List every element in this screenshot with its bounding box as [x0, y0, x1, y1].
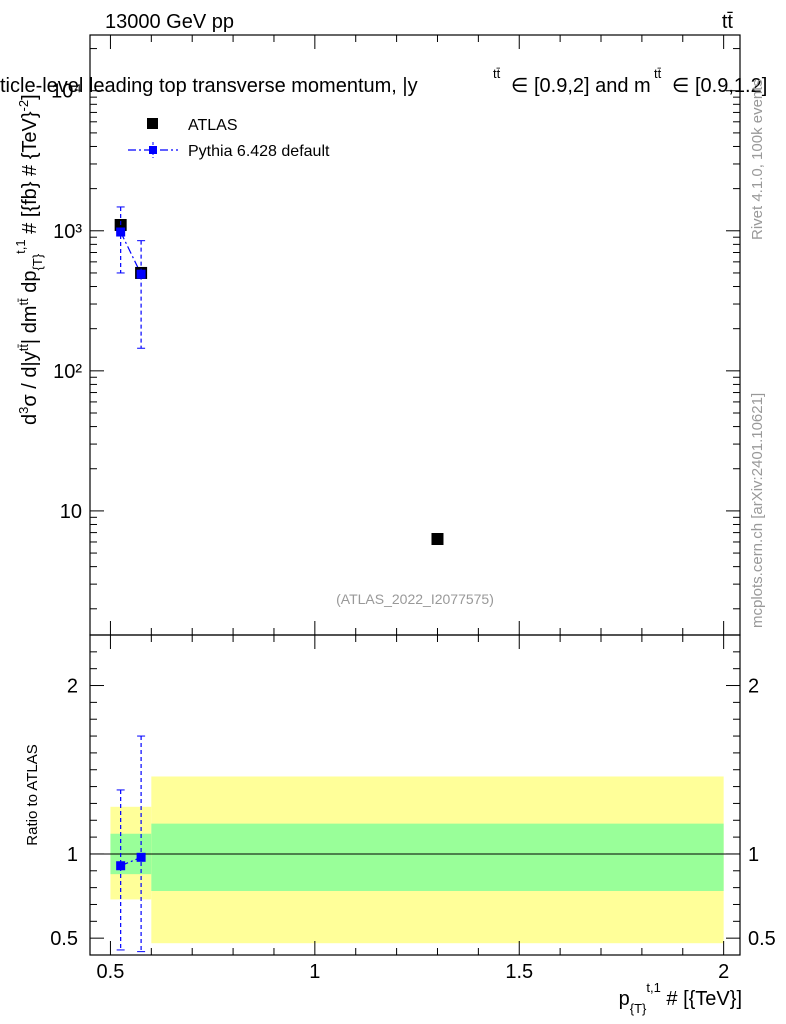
axis-ticks	[90, 35, 740, 955]
ratio-band-inner-1	[151, 823, 724, 891]
ratio-y-tick-label-right: 2	[748, 676, 759, 698]
plot-title-part2: ∈ [0.9,2] and m	[511, 75, 651, 97]
ratio-pythia-point	[116, 861, 126, 871]
plot-title-main: ticle-level leading top transverse momen…	[0, 75, 418, 97]
ratio-y-tick-label-right: 1	[748, 844, 759, 866]
legend-pythia-marker	[149, 146, 157, 154]
data-marks	[114, 206, 444, 953]
ratio-pythia-point	[136, 852, 146, 862]
plot-title-part3: ∈ [0.9,1.2]	[672, 75, 767, 97]
atlas-point	[431, 533, 444, 546]
x-tick-label: 1	[309, 961, 320, 983]
title-ttbar-sup1: tt̄	[493, 66, 501, 81]
pythia-point	[136, 269, 146, 279]
ratio-y-tick-label-right: 0.5	[748, 928, 776, 950]
energy-label: 13000 GeV pp	[105, 11, 234, 33]
rivet-version-label: Rivet 4.1.0, 100k events	[749, 79, 766, 240]
title-ttbar-sup2: tt̄	[654, 66, 662, 81]
legend-atlas-label: ATLAS	[188, 117, 238, 134]
y-tick-label: 10	[60, 501, 82, 523]
y-tick-label: 10³	[53, 221, 82, 243]
ratio-y-tick-label: 2	[67, 676, 78, 698]
ratio-y-tick-label: 0.5	[50, 928, 78, 950]
ratio-plot-frame	[89, 634, 741, 956]
y-tick-label: 10⁴	[51, 81, 82, 103]
process-label: tt̄	[722, 11, 734, 33]
analysis-id: (ATLAS_2022_I2077575)	[336, 591, 494, 607]
legend-atlas-marker	[147, 118, 158, 129]
y-tick-label: 10²	[53, 361, 82, 383]
x-tick-label: 0.5	[97, 961, 125, 983]
x-tick-label: 2	[718, 961, 729, 983]
y-axis-label: d3σ / d|ytt̄| dmtt̄ dp{T}t,1 # [{fb} # {…	[13, 94, 45, 425]
legend-pythia-label: Pythia 6.428 default	[188, 143, 330, 160]
axis-tick-labels: 0.5 1 1.5 2 10 10² 10³ 10⁴ 0.5 0.5 1 1 2 2	[50, 81, 776, 983]
legend: ATLAS Pythia 6.428 default	[128, 117, 330, 160]
ratio-uncertainty-bands	[110, 776, 724, 944]
pythia-point	[116, 227, 126, 237]
ratio-y-tick-label: 1	[67, 844, 78, 866]
x-axis-label: p{T}t,1 # [{TeV}]	[619, 980, 742, 1016]
x-tick-label: 1.5	[505, 961, 533, 983]
plot-title: ticle-level leading top transverse momen…	[0, 75, 767, 97]
ratio-y-axis-label: Ratio to ATLAS	[24, 744, 41, 845]
mcplots-source-label: mcplots.cern.ch [arXiv:2401.10621]	[749, 393, 766, 628]
